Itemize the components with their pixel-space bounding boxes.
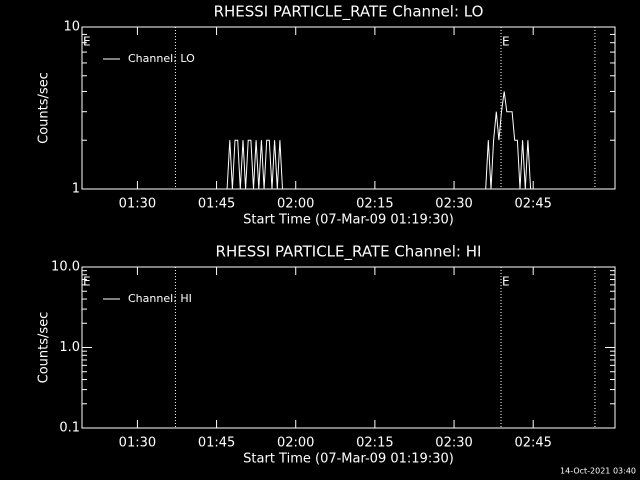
y-tick-label: 10 <box>63 20 80 35</box>
x-tick-label: 02:30 <box>435 197 472 212</box>
x-tick-label: 02:15 <box>356 436 393 451</box>
x-tick-label: 01:30 <box>119 197 156 212</box>
y-tick-label: 1 <box>72 182 80 197</box>
data-line <box>226 91 534 190</box>
x-tick-label: 02:45 <box>514 197 551 212</box>
x-tick-label: 01:30 <box>119 436 156 451</box>
y-tick-label: 10.0 <box>51 260 80 275</box>
x-tick-label: 01:45 <box>198 436 235 451</box>
x-tick-label: 02:00 <box>277 197 314 212</box>
footer: 14-Oct-2021 03:40 <box>560 467 636 476</box>
x-tick-label: 02:15 <box>356 197 393 212</box>
event-label: E <box>83 35 91 49</box>
x-axis-title: Start Time (07-Mar-09 01:19:30) <box>243 452 454 467</box>
y-tick-label: 1.0 <box>59 340 80 355</box>
chart-title: RHESSI PARTICLE_RATE Channel: LO <box>214 3 484 22</box>
y-tick-label: 0.1 <box>59 421 80 436</box>
legend-label: Channel: LO <box>128 52 195 65</box>
event-label: E <box>83 275 91 289</box>
event-label: E <box>502 275 510 289</box>
x-tick-label: 02:45 <box>514 436 551 451</box>
x-tick-label: 02:30 <box>435 436 472 451</box>
chart-title: RHESSI PARTICLE_RATE Channel: HI <box>216 243 482 262</box>
x-axis-title: Start Time (07-Mar-09 01:19:30) <box>243 213 454 228</box>
event-label: E <box>502 35 510 49</box>
y-axis-title: Counts/sec <box>37 312 52 384</box>
legend-label: Channel: HI <box>128 292 192 305</box>
x-tick-label: 02:00 <box>277 436 314 451</box>
x-tick-label: 01:45 <box>198 197 235 212</box>
y-axis-title: Counts/sec <box>37 72 52 144</box>
